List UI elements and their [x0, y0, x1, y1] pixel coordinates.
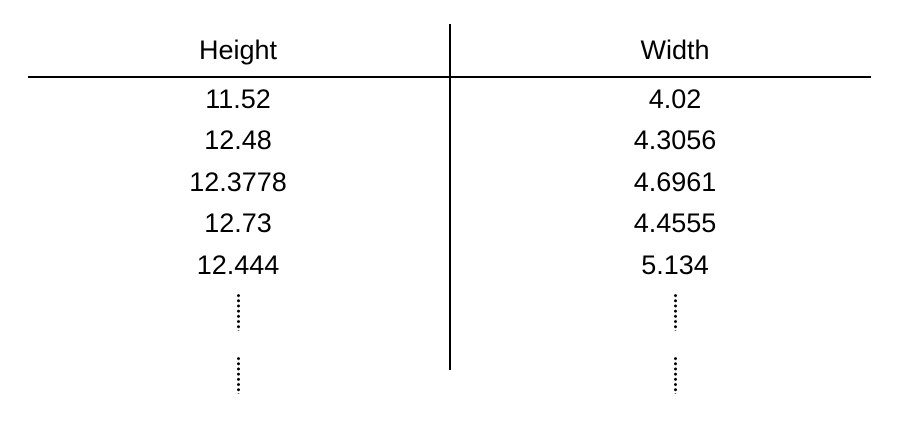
table-cell-width: 4.02 [648, 84, 702, 114]
table-cell-height: 12.444 [196, 250, 280, 280]
table-cell-height: 12.73 [204, 208, 272, 238]
table-cell-height: 12.48 [204, 125, 272, 155]
table-cell-width: 5.134 [641, 250, 709, 280]
table-cell-height: 11.52 [205, 84, 271, 114]
table-cell-width: 4.3056 [633, 125, 717, 155]
table-cell-width: 4.6961 [633, 167, 717, 197]
column-header-width: Width [640, 35, 710, 65]
table-cell-width: 4.4555 [633, 208, 717, 238]
vertical-ellipsis-icon [673, 356, 677, 394]
table-cell-height: 12.3778 [189, 167, 287, 197]
column-header-height: Height [198, 35, 278, 65]
vertical-ellipsis-icon [236, 293, 240, 331]
column-divider [449, 24, 451, 370]
vertical-ellipsis-icon [673, 293, 677, 331]
vertical-ellipsis-icon [236, 356, 240, 394]
